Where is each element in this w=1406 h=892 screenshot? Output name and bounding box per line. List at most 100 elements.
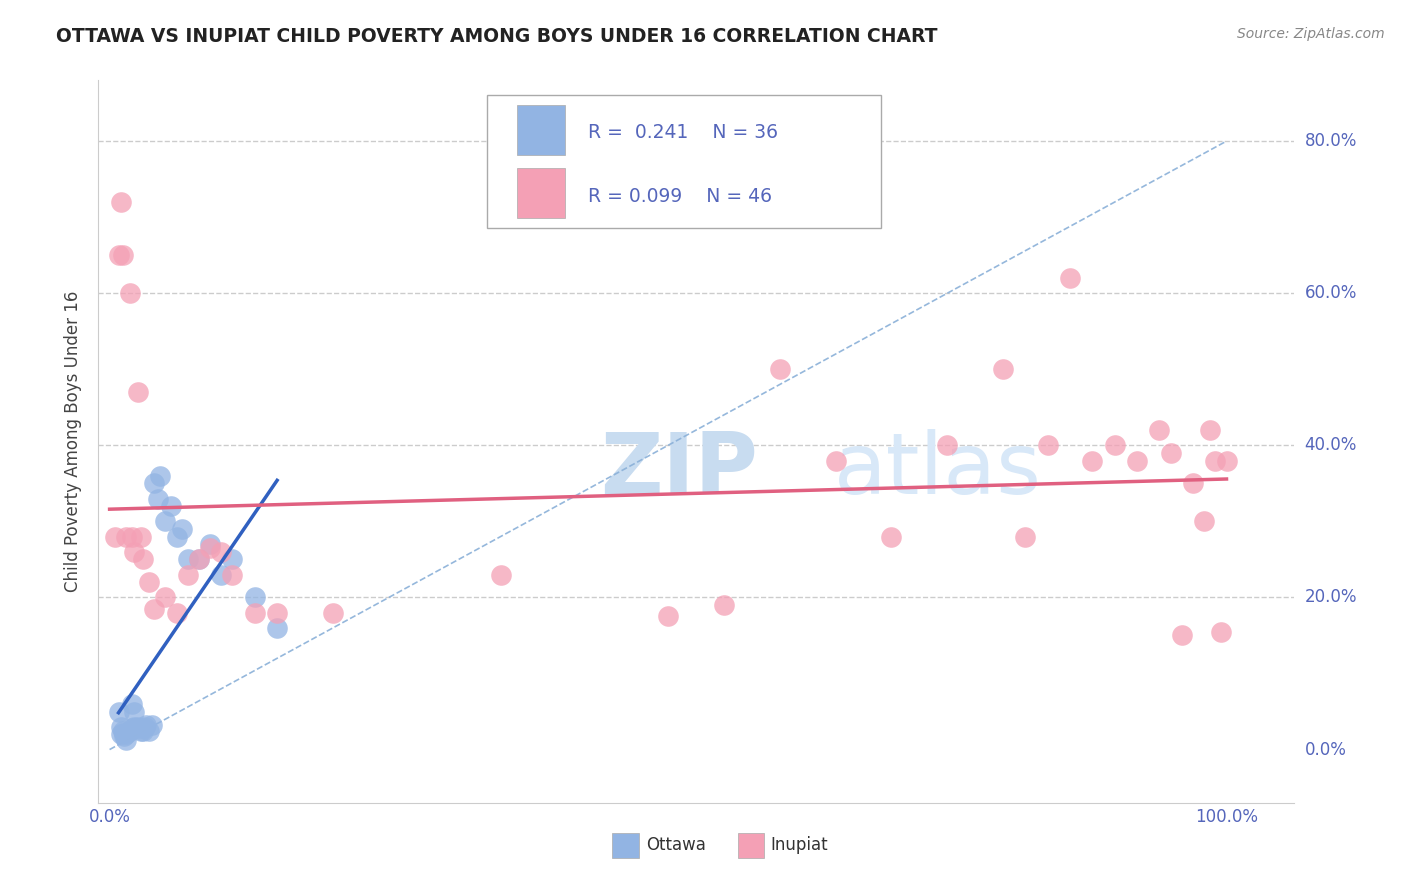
Point xyxy=(112,729,135,743)
Point xyxy=(115,530,138,544)
Point xyxy=(110,727,132,741)
Point xyxy=(198,537,221,551)
Text: atlas: atlas xyxy=(834,429,1042,512)
Point xyxy=(1036,438,1059,452)
Point xyxy=(1182,476,1205,491)
Point xyxy=(104,530,127,544)
Point xyxy=(110,720,132,734)
Point xyxy=(209,567,232,582)
Text: R = 0.099    N = 46: R = 0.099 N = 46 xyxy=(589,187,772,206)
Point xyxy=(1192,515,1215,529)
Point xyxy=(1160,446,1182,460)
Text: 0.0%: 0.0% xyxy=(1305,740,1347,758)
Point xyxy=(138,723,160,738)
FancyBboxPatch shape xyxy=(486,95,882,228)
Point xyxy=(121,530,143,544)
Point xyxy=(1126,453,1149,467)
Point xyxy=(266,621,288,635)
Point xyxy=(322,606,344,620)
Point xyxy=(177,552,200,566)
Point xyxy=(489,567,512,582)
Point xyxy=(187,552,209,566)
Text: 40.0%: 40.0% xyxy=(1305,436,1357,454)
Point xyxy=(135,718,157,732)
Point xyxy=(127,720,149,734)
Point xyxy=(657,609,679,624)
Point xyxy=(134,720,156,734)
Point xyxy=(132,721,155,735)
Point xyxy=(166,530,188,544)
Bar xyxy=(738,833,763,858)
Text: Ottawa: Ottawa xyxy=(645,837,706,855)
Point xyxy=(118,723,141,738)
Point xyxy=(155,515,177,529)
Point xyxy=(936,438,959,452)
Point xyxy=(880,530,903,544)
Point xyxy=(122,545,145,559)
Point xyxy=(1059,271,1081,285)
Point xyxy=(1198,423,1220,437)
Bar xyxy=(613,833,638,858)
Bar xyxy=(517,168,565,219)
Point xyxy=(1104,438,1126,452)
Point xyxy=(129,723,152,738)
Point xyxy=(107,705,129,719)
Point xyxy=(115,733,138,747)
Point xyxy=(129,530,152,544)
Point xyxy=(824,453,846,467)
Text: R =  0.241    N = 36: R = 0.241 N = 36 xyxy=(589,123,779,142)
Point xyxy=(118,286,141,301)
Point xyxy=(127,721,149,735)
Point xyxy=(121,697,143,711)
Point xyxy=(221,567,243,582)
Point xyxy=(122,720,145,734)
Point xyxy=(209,545,232,559)
Point xyxy=(1149,423,1171,437)
Point xyxy=(143,476,166,491)
Point xyxy=(115,727,138,741)
Point xyxy=(110,194,132,209)
Point xyxy=(1209,624,1232,639)
Point xyxy=(138,575,160,590)
Point xyxy=(172,522,194,536)
Text: 60.0%: 60.0% xyxy=(1305,285,1357,302)
Point xyxy=(221,552,243,566)
Point xyxy=(112,726,135,740)
Point xyxy=(121,721,143,735)
Point xyxy=(1204,453,1226,467)
Point xyxy=(141,718,163,732)
Text: ZIP: ZIP xyxy=(600,429,758,512)
Text: OTTAWA VS INUPIAT CHILD POVERTY AMONG BOYS UNDER 16 CORRELATION CHART: OTTAWA VS INUPIAT CHILD POVERTY AMONG BO… xyxy=(56,27,938,45)
Point xyxy=(107,248,129,262)
Point xyxy=(991,362,1014,376)
Point xyxy=(160,499,183,513)
Point xyxy=(177,567,200,582)
Point xyxy=(149,468,172,483)
Point xyxy=(1215,453,1237,467)
Point xyxy=(146,491,169,506)
Text: Source: ZipAtlas.com: Source: ZipAtlas.com xyxy=(1237,27,1385,41)
Point xyxy=(132,723,155,738)
Text: 20.0%: 20.0% xyxy=(1305,589,1357,607)
Point xyxy=(198,541,221,555)
Text: Inupiat: Inupiat xyxy=(770,837,828,855)
Point xyxy=(111,723,134,738)
Point xyxy=(1014,530,1036,544)
Point xyxy=(166,606,188,620)
Text: 80.0%: 80.0% xyxy=(1305,132,1357,150)
Point xyxy=(155,591,177,605)
Point xyxy=(1171,628,1194,642)
Point xyxy=(132,552,155,566)
Bar xyxy=(517,104,565,155)
Point xyxy=(143,602,166,616)
Point xyxy=(111,248,134,262)
Point xyxy=(1081,453,1104,467)
Point xyxy=(187,552,209,566)
Point xyxy=(122,705,145,719)
Y-axis label: Child Poverty Among Boys Under 16: Child Poverty Among Boys Under 16 xyxy=(65,291,83,592)
Point xyxy=(769,362,792,376)
Point xyxy=(243,606,266,620)
Point xyxy=(243,591,266,605)
Point xyxy=(266,606,288,620)
Point xyxy=(127,385,149,400)
